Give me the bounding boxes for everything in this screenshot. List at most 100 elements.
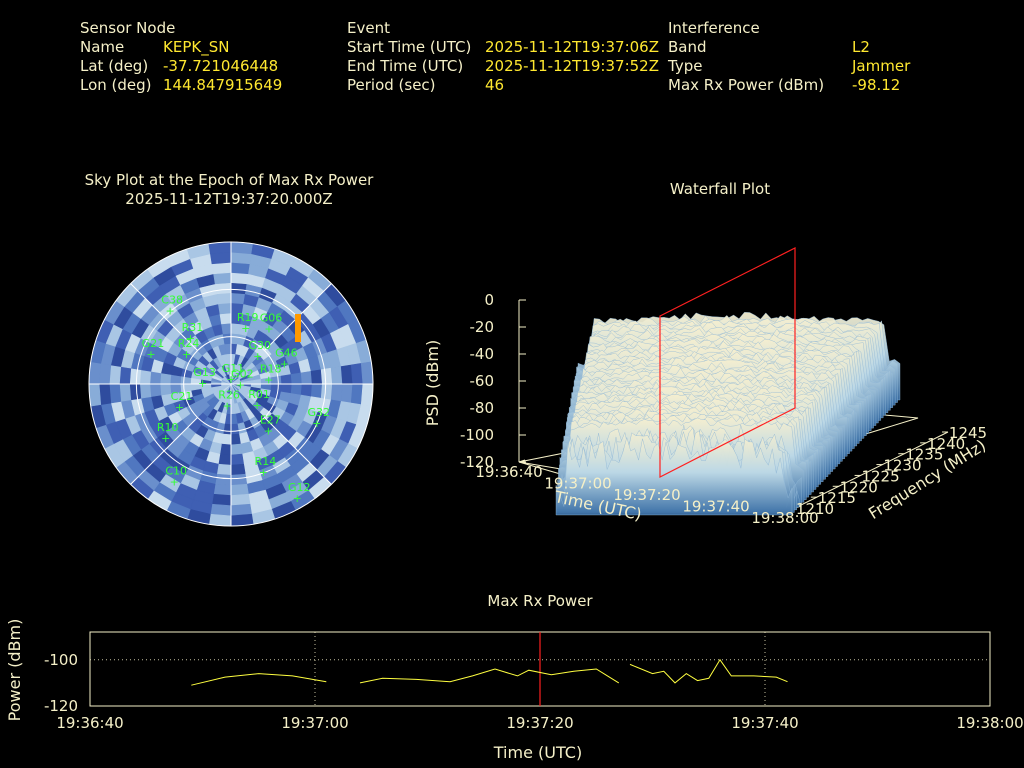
- sky-azimuth-spoke: [130, 417, 198, 485]
- sky-tile: [230, 433, 241, 446]
- sky-azimuth-spoke: [264, 417, 332, 485]
- sky-tile: [230, 503, 252, 517]
- waterfall-ridge: [555, 436, 793, 516]
- sky-tile: [230, 423, 240, 436]
- satellite-label: R19: [237, 311, 259, 324]
- sky-tile: [216, 292, 232, 305]
- satellite-marker: +G12: [288, 481, 311, 505]
- satellite-plus: +: [264, 374, 273, 387]
- interference-type-value: Jammer: [852, 57, 911, 75]
- satellite-label: G30: [249, 339, 272, 352]
- event-title: Event: [347, 19, 390, 37]
- sky-tile: [108, 364, 122, 385]
- time-tick-label: 19:37:20: [613, 486, 680, 504]
- sensor-lon-label: Lon (deg): [80, 76, 152, 94]
- sky-tile: [119, 383, 132, 402]
- satellite-plus: +: [226, 373, 235, 386]
- satellite-marker: +R24: [178, 337, 200, 361]
- sensor-name-label: Name: [80, 38, 125, 56]
- sky-tile: [214, 473, 232, 486]
- psd-tick-label: -60: [470, 372, 495, 390]
- satellite-marker: +R18: [260, 363, 282, 387]
- satellite-label: G32: [308, 406, 331, 419]
- satellite-label: C38: [161, 293, 183, 306]
- satellite-label: G46: [275, 347, 298, 360]
- sky-tile: [139, 383, 152, 399]
- sky-tile: [159, 383, 172, 396]
- sky-tile: [350, 383, 364, 405]
- interference-power-label: Max Rx Power (dBm): [668, 76, 825, 94]
- sky-tile: [310, 369, 323, 385]
- satellite-plus: +: [198, 377, 207, 390]
- interference-cluster-cell: [295, 330, 301, 334]
- interference-cluster-cell: [295, 326, 301, 330]
- power-y-tick-label: -100: [44, 651, 78, 669]
- satellite-label: R24: [178, 337, 200, 350]
- waterfall-marker-plane: [659, 247, 796, 478]
- event-end-value: 2025-11-12T19:37:52Z: [485, 57, 659, 75]
- satellite-marker: +G21: [142, 337, 165, 361]
- sky-tile: [159, 372, 172, 385]
- satellite-label: E27: [260, 414, 281, 427]
- satellite-marker: +C10: [165, 464, 187, 488]
- sky-tile: [210, 251, 232, 265]
- sky-tile: [129, 383, 142, 401]
- satellite-marker: +E27: [260, 414, 281, 438]
- psd-tick-label: -100: [460, 426, 494, 444]
- sky-tile: [230, 453, 245, 466]
- freq-tick-label: 1215: [818, 489, 856, 507]
- event-start-label: Start Time (UTC): [347, 38, 472, 56]
- satellite-marker: +R19: [237, 311, 259, 335]
- sky-tile: [230, 443, 243, 456]
- sensor-lon-value: 144.847915649: [163, 76, 283, 94]
- time-tick-label: 19:37:40: [682, 498, 749, 516]
- sky-tile: [149, 383, 162, 398]
- skyplot: +G11+R19+G06+G30+R31+R24+C38+G46+R18+G12…: [88, 241, 374, 527]
- power-x-tick-label: 19:37:20: [506, 714, 573, 732]
- satellite-marker: +G02: [231, 368, 254, 392]
- sky-tile: [129, 367, 142, 385]
- sensor-lat-value: -37.721046448: [163, 57, 279, 75]
- sky-tile: [230, 493, 251, 507]
- freq-tick-label: 1225: [861, 467, 899, 485]
- sky-tile: [230, 513, 254, 526]
- power-x-tick-label: 19:37:40: [731, 714, 798, 732]
- sky-tile: [340, 383, 354, 404]
- waterfall-epoch-plane: [659, 247, 796, 478]
- sky-tile: [213, 272, 232, 285]
- satellite-label: R26: [218, 388, 240, 401]
- sky-tile: [98, 383, 112, 405]
- sky-tile: [290, 383, 303, 396]
- sky-tile: [340, 364, 354, 385]
- satellite-label: R10: [157, 421, 179, 434]
- interference-cluster-cell: [295, 314, 301, 318]
- freq-tick-label: 1245: [949, 424, 987, 442]
- power-series-line: [629, 658, 788, 684]
- sky-tile: [320, 383, 333, 401]
- satellite-plus: +: [236, 379, 245, 392]
- event-start-value: 2025-11-12T19:37:06Z: [485, 38, 659, 56]
- satellite-label: R14: [255, 455, 277, 468]
- sky-tile: [310, 383, 323, 399]
- sky-tile: [98, 363, 112, 385]
- time-tick-label: 19:36:40: [475, 463, 542, 481]
- freq-tick-label: 1240: [927, 435, 965, 453]
- satellite-marker: +G06: [260, 312, 283, 336]
- freq-axis-line: [794, 431, 949, 509]
- psd-tick-label: 0: [484, 291, 494, 309]
- sky-tile: [300, 370, 313, 385]
- psd-tick-label: -40: [470, 345, 495, 363]
- sky-tile: [210, 503, 232, 517]
- power-series-line: [191, 673, 327, 686]
- satellite-marker: +G30: [249, 339, 272, 363]
- satellite-marker: +G11: [222, 362, 245, 386]
- sky-tile: [208, 242, 232, 255]
- satellite-marker: +R01: [248, 388, 270, 412]
- satellite-label: C21: [171, 390, 193, 403]
- satellite-marker: +R26: [218, 388, 240, 412]
- interference-cluster-cell: [295, 318, 301, 322]
- interference-cluster-cell: [295, 334, 301, 338]
